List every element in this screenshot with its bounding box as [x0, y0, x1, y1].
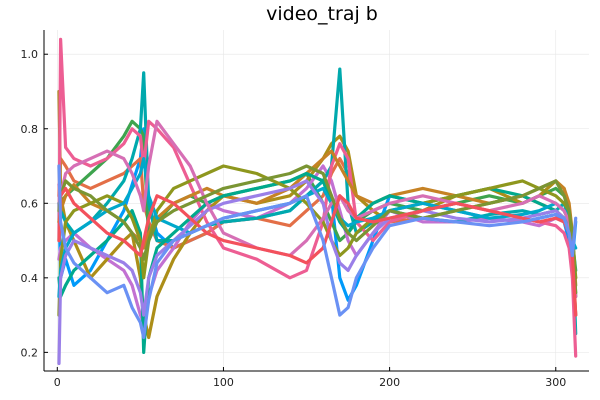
series-line-14 [57, 164, 578, 295]
series-line-6 [57, 67, 578, 336]
series-line-10 [57, 164, 578, 317]
y-tick-label: 1.0 [21, 48, 39, 61]
axes [43, 30, 589, 372]
chart-title: video_traj b [266, 3, 378, 25]
series-line-9 [57, 171, 578, 354]
y-tick-label: 0.6 [21, 197, 39, 210]
series-line-15 [57, 186, 578, 317]
series-line-16 [57, 164, 578, 340]
x-tick-label: 300 [545, 376, 566, 389]
y-tick-label: 0.2 [21, 346, 39, 359]
y-tick-label: 0.8 [21, 123, 39, 136]
series-line-13 [57, 119, 578, 299]
series-lines [57, 37, 578, 366]
x-tick-label: 100 [213, 376, 234, 389]
x-tick-label: 200 [379, 376, 400, 389]
tick-labels: 0 100 200 300 0.2 0.4 0.6 0.8 1.0 [21, 48, 567, 389]
x-tick-label: 0 [54, 376, 61, 389]
y-tick-label: 0.4 [21, 272, 39, 285]
